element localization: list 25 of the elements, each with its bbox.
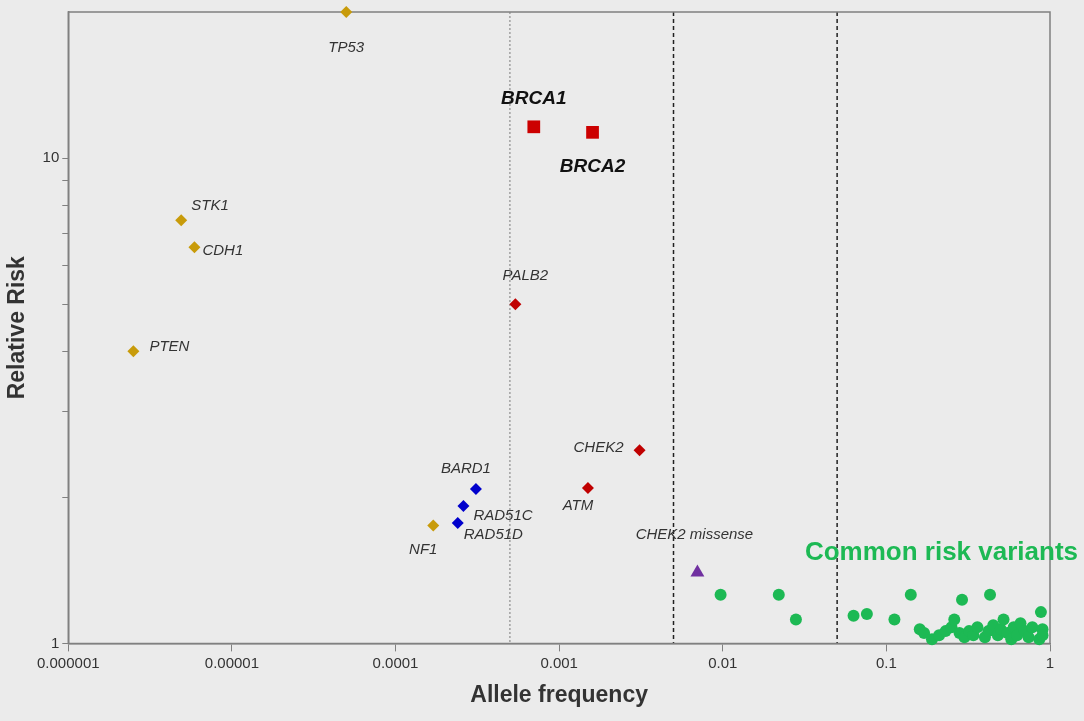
x-tick-label: 0.0001 (372, 653, 419, 671)
x-tick-label: 1 (1045, 653, 1055, 671)
series-label: PTEN (149, 337, 190, 355)
series-label: BRCA1 (501, 87, 567, 109)
series-label: ATM (561, 496, 594, 514)
y-tick-label: 10 (42, 148, 60, 166)
x-tick-label: 0.01 (708, 653, 738, 671)
series-label: STK1 (191, 196, 229, 214)
x-axis-title: Allele frequency (470, 680, 649, 707)
y-axis-title: Relative Risk (3, 255, 30, 400)
series-label: PALB2 (502, 266, 549, 284)
series-label: RAD51D (463, 525, 524, 543)
series-label: RAD51C (473, 506, 533, 524)
series-label: BARD1 (440, 459, 491, 477)
series-label: BRCA2 (559, 154, 626, 176)
x-tick-label: 0.00001 (204, 653, 260, 671)
series-label: CHEK2 (573, 438, 625, 456)
x-tick-label: 0.1 (875, 653, 897, 671)
x-tick-label: 0.001 (540, 653, 578, 671)
text: CHEK2 missense (635, 524, 754, 542)
series-label: TP53 (328, 38, 365, 56)
x-tick-label: 0.000001 (37, 653, 100, 671)
series-label: CDH1 (202, 241, 244, 259)
series-label: NF1 (409, 539, 438, 557)
series-label: Common risk variants (804, 535, 1078, 566)
